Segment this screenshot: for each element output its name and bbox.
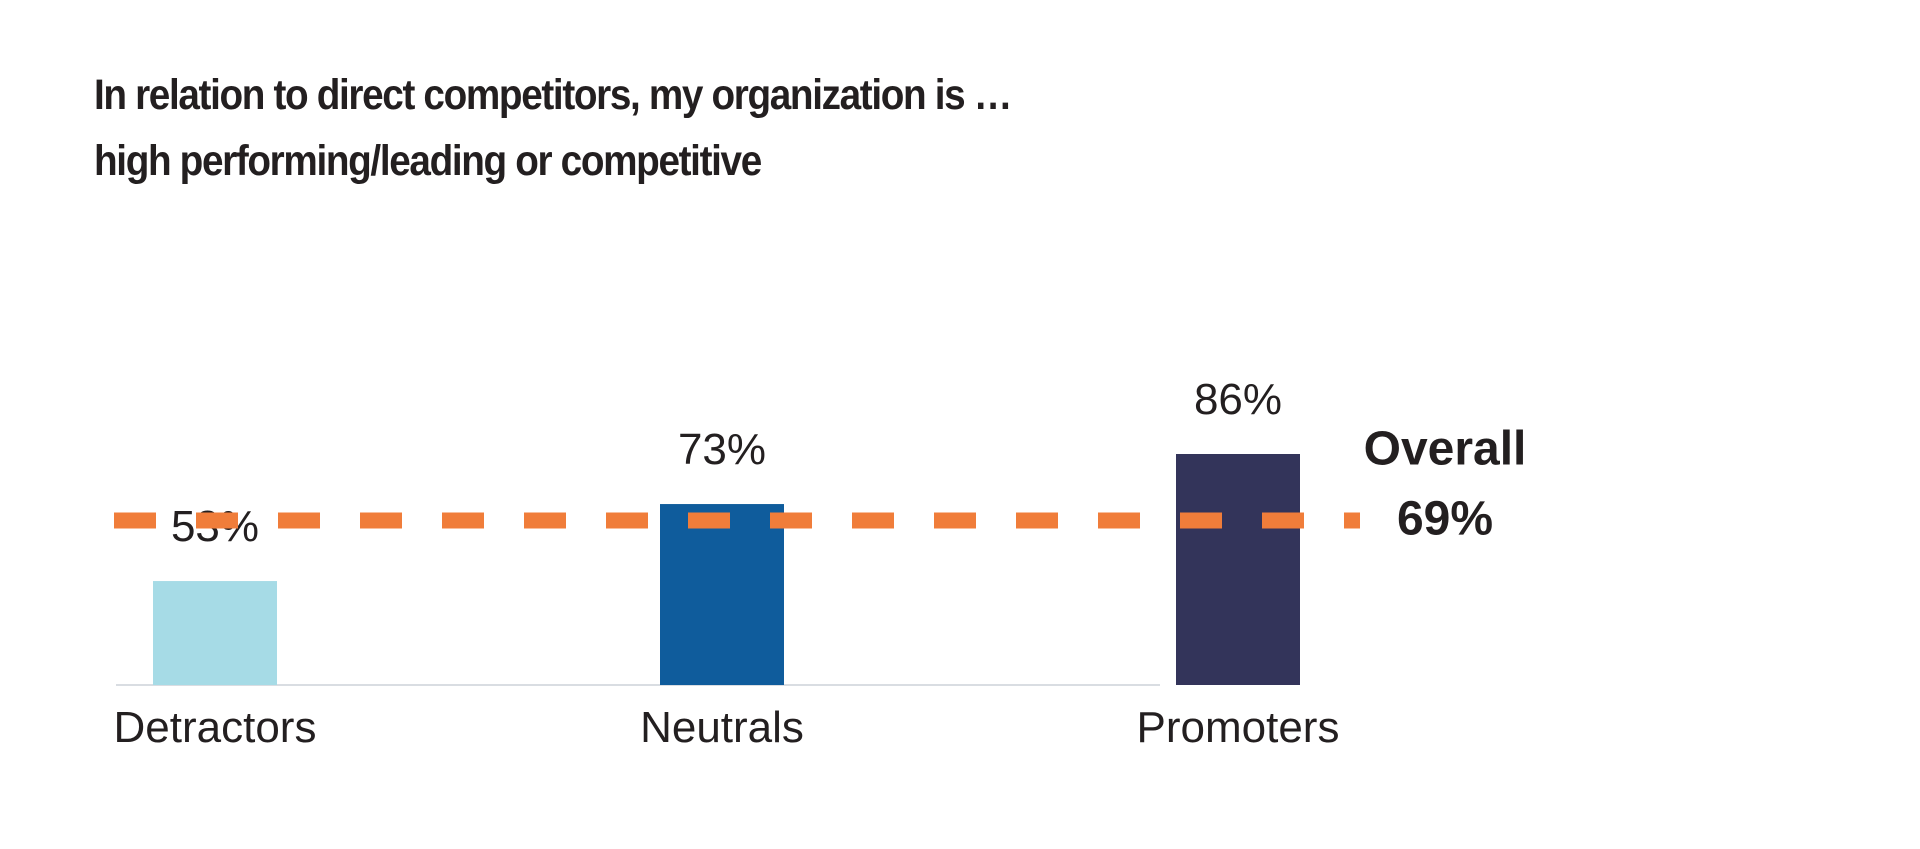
value-label-promoters: 86% [1194, 375, 1282, 424]
chart-title-line-1: In relation to direct competitors, my or… [94, 71, 1012, 119]
bar-promoters [1176, 454, 1300, 685]
chart-title: In relation to direct competitors, my or… [94, 62, 1354, 194]
chart-subtitle: high performing/leading or competitive [94, 137, 762, 185]
category-label-detractors: Detractors [114, 703, 317, 752]
bar-detractors [153, 581, 277, 685]
category-label-neutrals: Neutrals [640, 703, 804, 752]
bar-neutrals [660, 504, 784, 685]
overall-value-label: 69% [1397, 492, 1493, 545]
overall-label: Overall [1364, 422, 1527, 475]
category-label-promoters: Promoters [1137, 703, 1340, 752]
value-label-neutrals: 73% [678, 425, 766, 474]
